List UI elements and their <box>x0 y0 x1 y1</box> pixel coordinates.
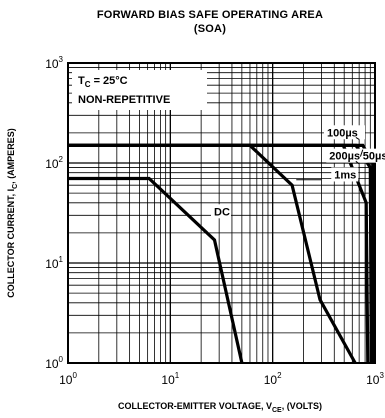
series-line-DC <box>68 176 244 364</box>
x-tick-label: 101 <box>161 371 179 387</box>
series-leader-200µs <box>355 160 360 165</box>
series-label-1ms: 1ms <box>334 169 356 181</box>
series-label-100µs: 100µs <box>327 127 358 139</box>
chart-title: FORWARD BIAS SAFE OPERATING AREA <box>97 9 323 21</box>
plot-frame <box>67 62 376 364</box>
x-tick-label: 103 <box>366 371 384 387</box>
series-label-200µs: 200µs <box>329 151 360 163</box>
series-leader-50µs <box>359 149 364 157</box>
y-axis-label: COLLECTOR CURRENT, IC, (AMPERES) <box>6 128 19 297</box>
chart-subtitle: (SOA) <box>194 23 226 35</box>
series-label-bg <box>359 148 385 163</box>
mode-annotation: NON-REPETITIVE <box>78 94 170 106</box>
tick-labels: 100 101 102 103 100 101 102 103 <box>45 55 384 387</box>
series-label-bg <box>331 167 359 182</box>
y-tick-label: 100 <box>45 355 63 371</box>
y-tick-label: 103 <box>45 55 63 71</box>
grid-lines <box>68 63 375 363</box>
series-lines <box>68 143 375 364</box>
series-leader-100µs <box>355 137 360 140</box>
y-tick-label: 101 <box>45 255 63 271</box>
series-label-DC: DC <box>214 206 230 218</box>
x-tick-label: 100 <box>59 371 77 387</box>
series-label-bg <box>211 204 232 219</box>
series-label-bg <box>326 148 368 163</box>
series-label-bg <box>323 125 365 140</box>
y-tick-label: 102 <box>45 155 63 171</box>
series-label-50µs: 50µs <box>363 151 385 163</box>
x-axis-label: COLLECTOR-EMITTER VOLTAGE, VCE, (VOLTS) <box>118 401 322 414</box>
tc-annotation: TC = 25°C <box>78 75 128 89</box>
series-labels: DC 1ms 200µs 100µs 50µs <box>211 125 385 219</box>
annotation-box <box>72 70 207 110</box>
x-tick-label: 102 <box>264 371 282 387</box>
